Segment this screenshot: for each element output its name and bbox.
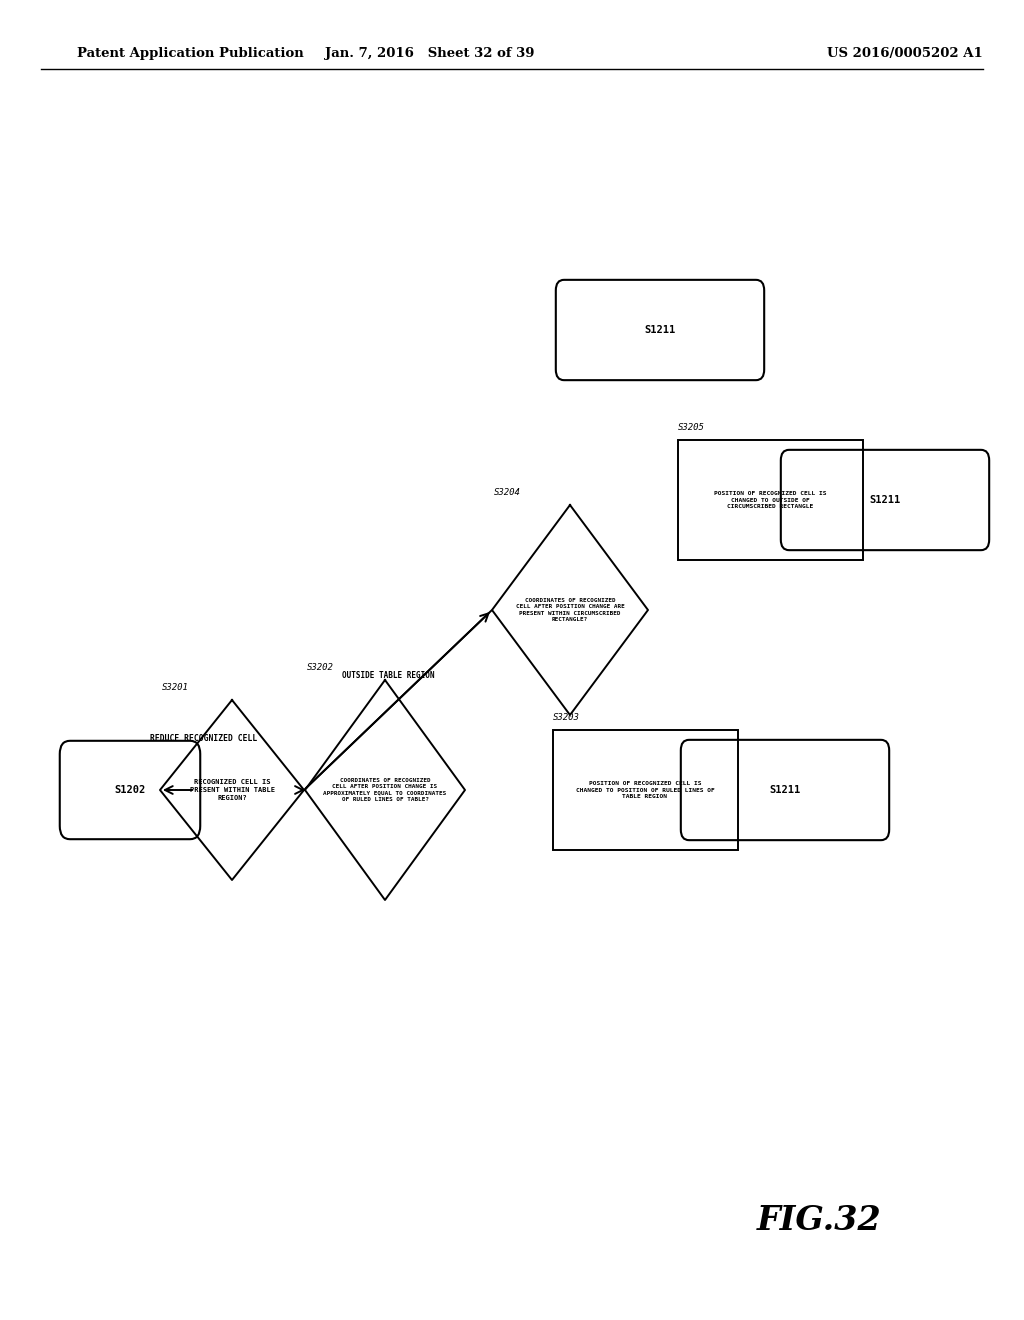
Text: S3203: S3203 (553, 713, 580, 722)
Text: POSITION OF RECOGNIZED CELL IS
CHANGED TO OUTSIDE OF
CIRCUMSCRIBED RECTANGLE: POSITION OF RECOGNIZED CELL IS CHANGED T… (714, 491, 826, 510)
Text: RECOGNIZED CELL IS
PRESENT WITHIN TABLE
REGION?: RECOGNIZED CELL IS PRESENT WITHIN TABLE … (189, 779, 274, 801)
Text: S1211: S1211 (644, 325, 676, 335)
Text: FIG.32: FIG.32 (757, 1204, 882, 1238)
Text: Jan. 7, 2016   Sheet 32 of 39: Jan. 7, 2016 Sheet 32 of 39 (326, 48, 535, 59)
Text: OUTSIDE TABLE REGION: OUTSIDE TABLE REGION (342, 671, 434, 680)
Text: REDUCE RECOGNIZED CELL: REDUCE RECOGNIZED CELL (151, 734, 258, 743)
Text: S3205: S3205 (678, 424, 705, 432)
Text: S1211: S1211 (869, 495, 901, 506)
Text: POSITION OF RECOGNIZED CELL IS
CHANGED TO POSITION OF RULED LINES OF
TABLE REGIO: POSITION OF RECOGNIZED CELL IS CHANGED T… (575, 781, 715, 799)
Bar (553, 730, 737, 850)
Bar (678, 440, 862, 560)
Text: S3202: S3202 (307, 663, 334, 672)
Text: COORDINATES OF RECOGNIZED
CELL AFTER POSITION CHANGE IS
APPROXIMATELY EQUAL TO C: COORDINATES OF RECOGNIZED CELL AFTER POS… (324, 777, 446, 803)
Text: S3201: S3201 (162, 682, 188, 692)
Text: COORDINATES OF RECOGNIZED
CELL AFTER POSITION CHANGE ARE
PRESENT WITHIN CIRCUMSC: COORDINATES OF RECOGNIZED CELL AFTER POS… (516, 598, 625, 623)
Text: S1211: S1211 (769, 785, 801, 795)
Text: Patent Application Publication: Patent Application Publication (77, 48, 303, 59)
Text: US 2016/0005202 A1: US 2016/0005202 A1 (827, 48, 983, 59)
Text: S1202: S1202 (115, 785, 145, 795)
Text: S3204: S3204 (494, 488, 521, 498)
